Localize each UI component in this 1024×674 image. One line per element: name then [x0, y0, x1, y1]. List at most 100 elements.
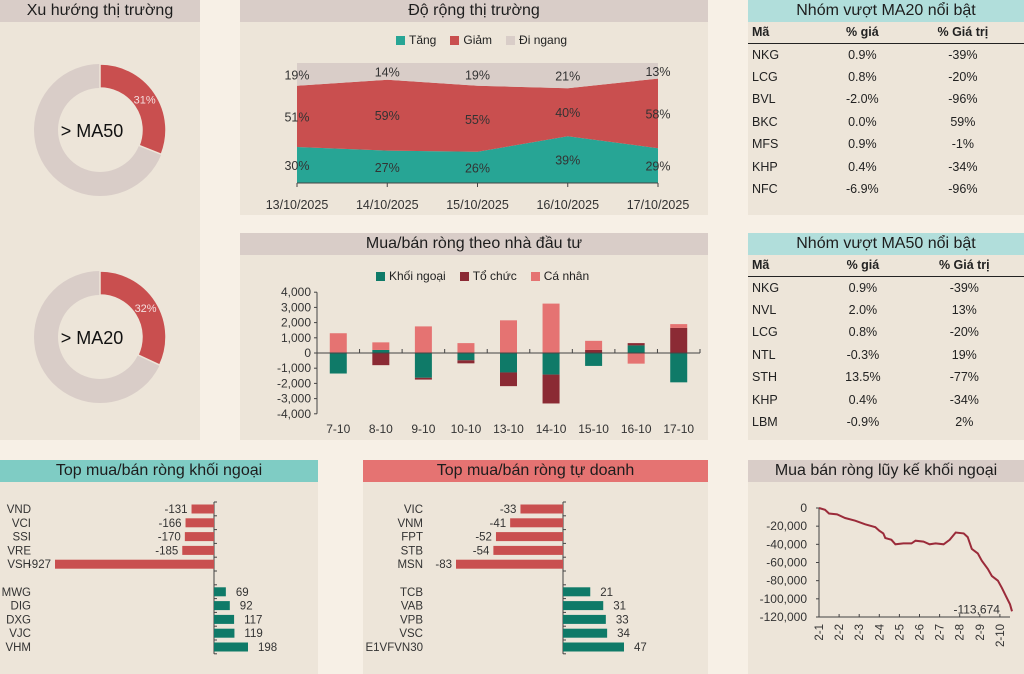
cell-pct-price: -2.0% — [846, 92, 879, 107]
cell-ticker: LBM — [752, 415, 778, 430]
legend-swatch — [450, 35, 460, 45]
category-label: VIC — [404, 504, 423, 516]
ma50-title: Nhóm vượt MA50 nổi bật — [748, 233, 1024, 255]
area-giam — [297, 78, 658, 152]
cell-ticker: NTL — [752, 347, 776, 362]
cumulative-chart: 0 -20,000 -40,000 -60,000 -80,000 -100,000 -12… — [760, 501, 1013, 647]
x-tick-label: 2-7 — [935, 624, 947, 641]
legend-item-di-ngang: Đi ngang — [506, 33, 567, 47]
bar-khoi-ngoai — [500, 353, 517, 373]
header-pct-price: % giá — [821, 255, 905, 277]
donut-slice — [99, 63, 167, 156]
value-label: -166 — [158, 518, 181, 530]
ma20-title: Nhóm vượt MA20 nổi bật — [748, 0, 1024, 22]
x-tick-label: 2-6 — [915, 624, 927, 641]
table-row: NFC -6.9% -96% — [748, 178, 1024, 201]
cell-ticker: NFC — [752, 182, 778, 197]
bar-khoi-ngoai — [585, 353, 603, 366]
y-tick-label: -100,000 — [760, 592, 808, 606]
x-tick-label: 15-10 — [578, 422, 609, 436]
legend-swatch — [396, 35, 405, 45]
cell-ticker: BVL — [752, 92, 776, 107]
value-label: -41 — [490, 518, 507, 530]
data-label: 29% — [645, 160, 670, 174]
cell-pct-price: 0.0% — [848, 114, 877, 129]
category-label: VCI — [12, 518, 31, 530]
x-tick-label: 13-10 — [493, 422, 524, 436]
bar-ca-nhan — [457, 343, 475, 353]
x-tick-label: 16/10/2025 — [536, 198, 599, 212]
header-pct-value: % Giá trị — [904, 255, 1024, 277]
cell-pct-price: 13.5% — [845, 370, 881, 385]
data-label: 13% — [645, 65, 670, 79]
data-label: 14% — [375, 65, 400, 79]
bar-buy — [563, 614, 606, 624]
donut-percent-label: 31% — [134, 95, 156, 107]
x-tick-label: 2-1 — [814, 624, 826, 641]
category-label: VSH — [7, 559, 31, 571]
foreign-top-panel: Top mua/bán ròng khối ngoại VND -131 VCI -1… — [0, 460, 318, 674]
breadth-panel: Độ rộng thị trường Tăng Giảm Đi ngang 30… — [240, 0, 708, 215]
x-tick-label: 14/10/2025 — [356, 198, 419, 212]
cell-pct-value: 59% — [950, 114, 976, 129]
bar-buy — [214, 642, 248, 652]
table-row: KHP 0.4% -34% — [748, 156, 1024, 179]
bar-ca-nhan — [670, 324, 688, 328]
proprietary-top-chart: VIC -33 VNM -41 FPT -52 STB -54 MSN -83 TCB 21 VAB 31… — [365, 501, 647, 655]
data-label: 51% — [284, 110, 309, 124]
x-tick-label: 8-10 — [369, 422, 393, 436]
x-tick-label: 10-10 — [451, 422, 482, 436]
x-tick-label: 14-10 — [536, 422, 567, 436]
category-label: MSN — [397, 559, 423, 571]
cell-pct-price: -0.9% — [846, 415, 880, 430]
bar-buy — [214, 587, 226, 597]
table-row: MFS 0.9% -1% — [748, 133, 1024, 156]
bar-buy — [563, 628, 608, 638]
category-label: SSI — [12, 532, 31, 544]
table-row: NKG 0.9% -39% — [748, 276, 1024, 299]
table-row: NVL 2.0% 13% — [748, 299, 1024, 322]
cell-ticker: KHP — [752, 159, 778, 174]
y-tick-label: -40,000 — [766, 537, 807, 551]
cell-pct-value: -34% — [948, 159, 978, 174]
bar-ca-nhan — [414, 326, 432, 353]
cell-ticker: KHP — [752, 392, 778, 407]
bar-ca-nhan — [372, 342, 390, 350]
cell-pct-value: 2% — [955, 415, 974, 430]
x-tick-label: 2-2 — [834, 624, 846, 641]
trend-panel: Xu hướng thị trường 31% > MA50 32% > MA20 — [0, 0, 200, 440]
x-tick-label: 16-10 — [621, 422, 652, 436]
cell-pct-price: 0.4% — [848, 159, 877, 174]
bar-sell — [495, 532, 563, 542]
bar-buy — [214, 601, 230, 611]
x-tick-label: 2-9 — [975, 624, 987, 641]
legend-swatch — [376, 271, 385, 281]
trend-title: Xu hướng thị trường — [0, 0, 200, 22]
bar-to-chuc — [457, 360, 475, 364]
table-row: NKG 0.9% -39% — [748, 43, 1024, 66]
y-tick-label: 3,000 — [281, 300, 311, 314]
ma20-panel: Nhóm vượt MA20 nổi bật Mã % giá % Giá tr… — [748, 0, 1024, 215]
legend-item-to-chuc: Tổ chức — [459, 269, 517, 283]
header-pct-price: % giá — [822, 22, 902, 44]
category-label: VAB — [401, 601, 423, 613]
bar-khoi-ngoai — [627, 345, 645, 353]
table-row: STH 13.5% -77% — [748, 366, 1024, 389]
bar-sell — [510, 518, 563, 528]
x-tick-label: 2-10 — [995, 624, 1007, 647]
bar-sell — [493, 545, 563, 555]
cell-ticker: LCG — [752, 69, 778, 84]
foreign-top-chart: VND -131 VCI -166 SSI -170 VRE -185 VSH-927 MWG 69… — [2, 501, 277, 655]
cell-pct-value: -34% — [949, 392, 979, 407]
table-row: NTL -0.3% 19% — [748, 344, 1024, 367]
category-label: VHM — [5, 642, 31, 654]
x-tick-label: 2-4 — [874, 623, 886, 640]
bar-ca-nhan — [329, 333, 347, 353]
cell-pct-value: -20% — [949, 325, 979, 340]
data-label: 26% — [465, 161, 490, 175]
bar-sell — [182, 545, 214, 555]
proprietary-top-title: Top mua/bán ròng tự doanh — [363, 460, 708, 482]
donut-percent-label: 32% — [135, 303, 157, 315]
foreign-top-title: Top mua/bán ròng khối ngoại — [0, 460, 318, 482]
value-label: 47 — [634, 642, 647, 654]
